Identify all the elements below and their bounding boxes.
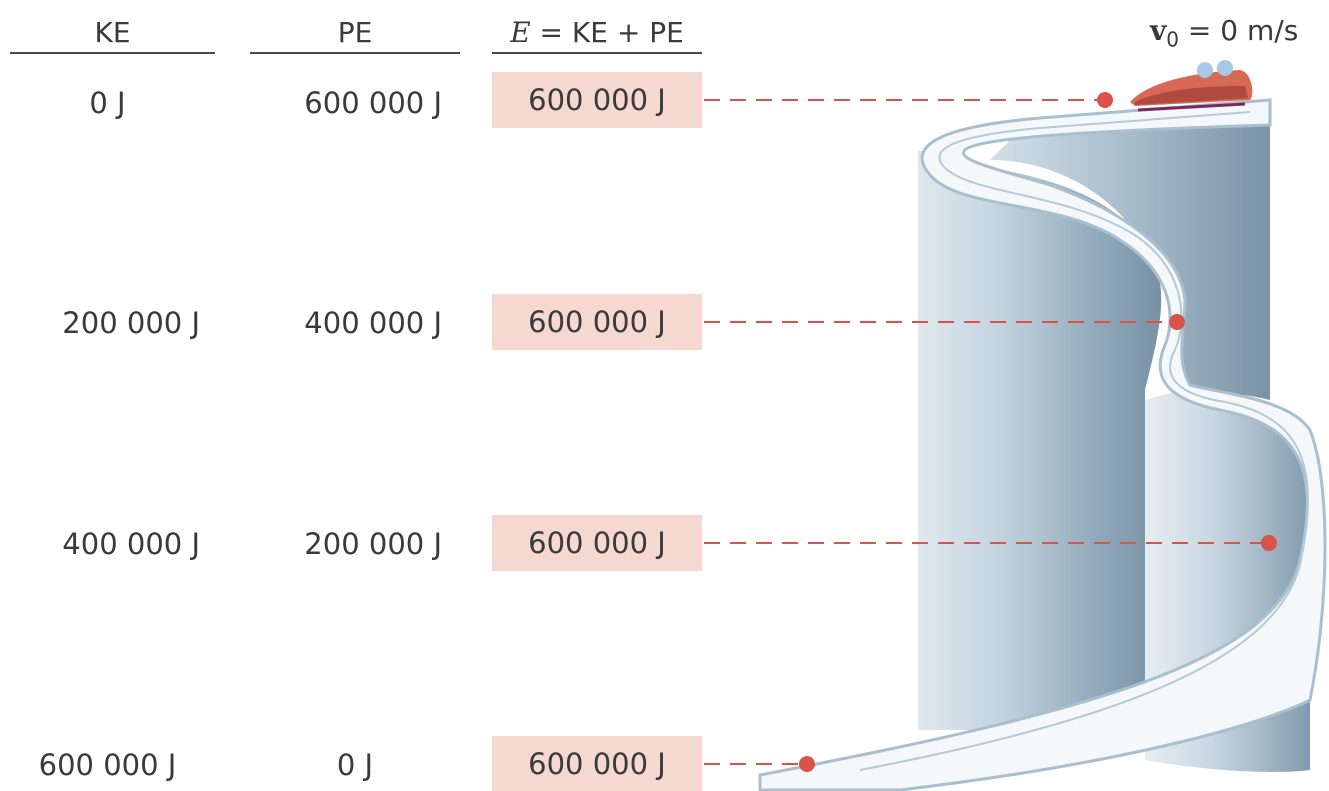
track-surface xyxy=(758,98,1327,791)
pe-value: 200 000 J xyxy=(304,527,442,561)
pe-header-rule xyxy=(250,52,460,54)
initial-velocity-label: v0 = 0 m/s xyxy=(1150,14,1298,52)
bobsled-icon xyxy=(1130,60,1253,112)
ke-value: 400 000 J xyxy=(62,527,200,561)
energy-symbol: E xyxy=(510,16,531,49)
velocity-symbol: v xyxy=(1150,14,1167,47)
total-energy-value: 600 000 J xyxy=(492,515,702,571)
ke-value: 600 000 J xyxy=(38,748,177,782)
position-marker xyxy=(799,756,815,772)
total-header-rule xyxy=(492,52,702,54)
track-groove xyxy=(859,111,1309,771)
position-marker xyxy=(1097,92,1113,108)
ke-header: KE xyxy=(94,16,131,49)
pe-header: PE xyxy=(337,16,373,49)
pe-value: 0 J xyxy=(336,748,374,782)
ke-header-rule xyxy=(10,52,215,54)
position-marker xyxy=(1169,314,1185,330)
energy-equation: = KE + PE xyxy=(530,16,684,49)
pe-value: 400 000 J xyxy=(304,306,442,340)
leader-lines xyxy=(704,99,1268,765)
velocity-subscript: 0 xyxy=(1166,27,1180,52)
track-wall-top xyxy=(990,100,1270,400)
total-energy-header: E = KE + PE xyxy=(492,16,702,49)
ke-value: 0 J xyxy=(89,86,126,120)
total-energy-value: 600 000 J xyxy=(492,294,702,350)
velocity-value: = 0 m/s xyxy=(1179,14,1299,47)
position-marker xyxy=(1261,535,1277,551)
ke-value: 200 000 J xyxy=(62,306,200,340)
total-energy-value: 600 000 J xyxy=(492,72,702,128)
total-energy-value: 600 000 J xyxy=(492,736,702,791)
pe-value: 600 000 J xyxy=(304,86,442,120)
track-wall-upper xyxy=(918,150,1162,730)
